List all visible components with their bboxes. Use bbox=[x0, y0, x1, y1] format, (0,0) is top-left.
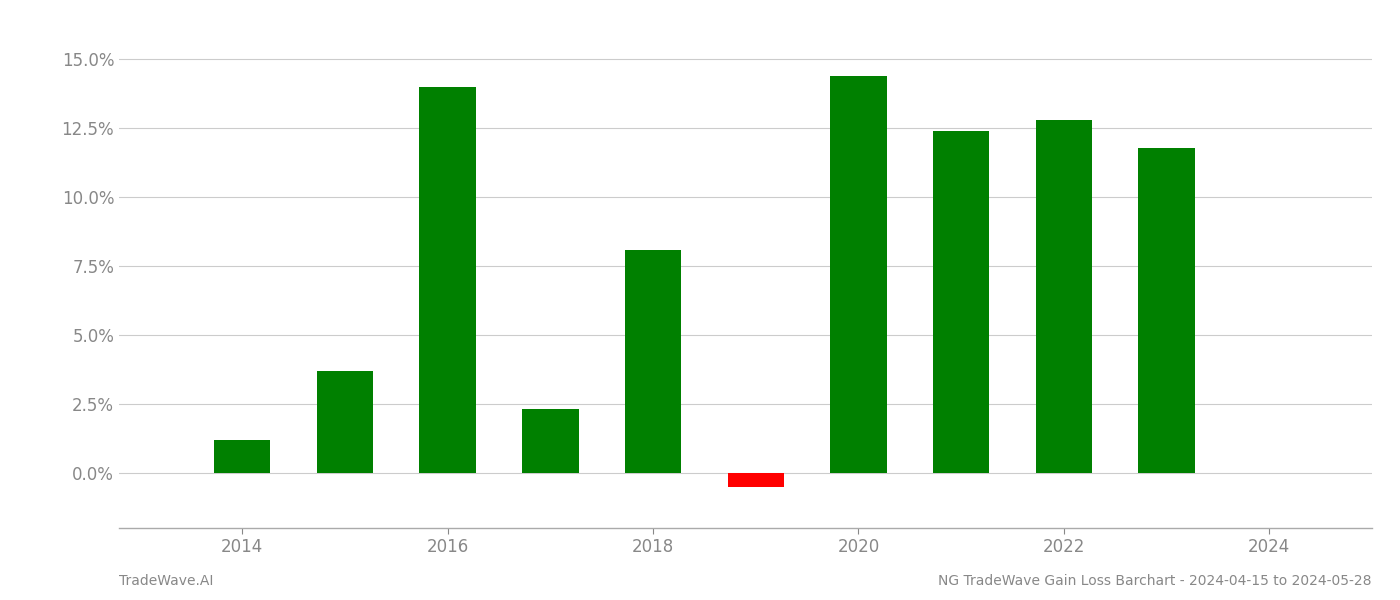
Bar bbox=[932, 131, 990, 473]
Text: TradeWave.AI: TradeWave.AI bbox=[119, 574, 213, 588]
Bar bbox=[214, 440, 270, 473]
Bar bbox=[522, 409, 578, 473]
Bar bbox=[420, 87, 476, 473]
Bar bbox=[316, 371, 374, 473]
Bar bbox=[1036, 120, 1092, 473]
Bar bbox=[728, 473, 784, 487]
Bar bbox=[1138, 148, 1194, 473]
Text: NG TradeWave Gain Loss Barchart - 2024-04-15 to 2024-05-28: NG TradeWave Gain Loss Barchart - 2024-0… bbox=[938, 574, 1372, 588]
Bar bbox=[624, 250, 682, 473]
Bar bbox=[830, 76, 886, 473]
